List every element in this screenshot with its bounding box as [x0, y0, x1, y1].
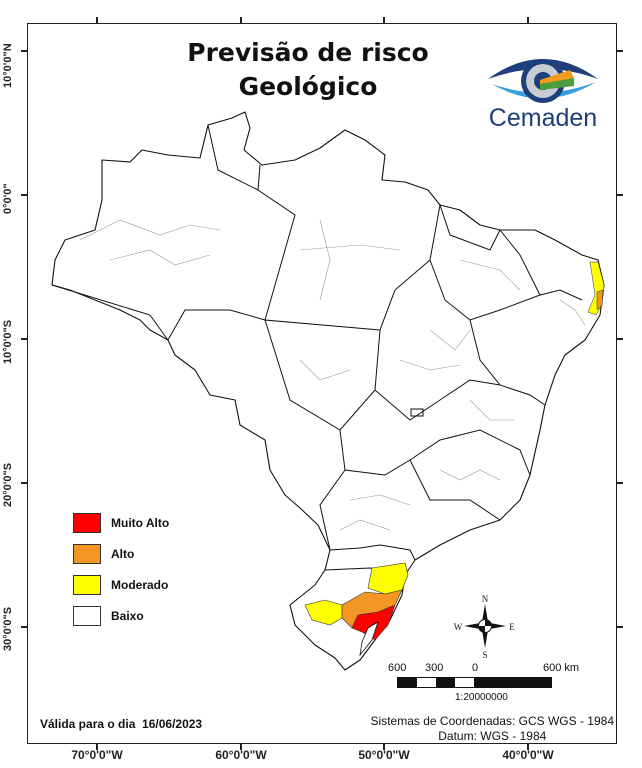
lon-label-40w: 40°0'0"W [502, 748, 554, 762]
cemaden-logo-text: Cemaden [488, 104, 598, 132]
lat-label-10s: 10°0'0"S [2, 319, 14, 364]
coordinate-system-info: Sistemas de Coordenadas: GCS WGS - 1984 … [371, 714, 614, 744]
lon-label-60w: 60°0'0"W [215, 748, 267, 762]
legend-swatch-muito-alto [73, 512, 101, 533]
legend-label: Moderado [111, 577, 169, 592]
compass-n: N [482, 594, 489, 604]
tick-left-10n [21, 50, 27, 52]
compass-s: S [482, 650, 487, 660]
tick-top-40w [527, 17, 529, 23]
datum: Datum: WGS - 1984 [438, 729, 547, 743]
legend-label: Muito Alto [111, 515, 170, 530]
scale-label-600-left: 600 [388, 662, 407, 674]
legend-label: Baixo [111, 608, 144, 623]
compass-w: W [454, 622, 463, 632]
compass-e: E [509, 622, 515, 632]
tick-top-60w [240, 17, 242, 23]
tick-left-20s [21, 482, 27, 484]
lat-label-20s: 20°0'0"S [2, 462, 14, 507]
lon-label-70w: 70°0'0"W [71, 748, 123, 762]
legend-swatch-baixo [73, 605, 101, 626]
tick-right-10n [617, 50, 623, 52]
legend-swatch-alto [73, 543, 101, 564]
tick-top-50w [383, 17, 385, 23]
legend: Muito Alto Alto Moderado Baixo [73, 507, 169, 631]
tick-top-70w [96, 17, 98, 23]
lat-label-30s: 30°0'0"S [2, 606, 14, 651]
coord-system: Sistemas de Coordenadas: GCS WGS - 1984 [370, 714, 614, 728]
legend-item-muito-alto: Muito Alto [73, 507, 169, 538]
tick-right-10s [617, 338, 623, 340]
legend-item-baixo: Baixo [73, 600, 169, 631]
scale-ratio: 1:20000000 [455, 692, 508, 703]
tick-right-0 [617, 194, 623, 196]
lat-label-10n: 10°0'0"N [2, 43, 14, 88]
legend-item-alto: Alto [73, 538, 169, 569]
scale-label-300: 300 [425, 662, 444, 674]
tick-right-30s [617, 626, 623, 628]
tick-left-10s [21, 338, 27, 340]
tick-bottom-60w [240, 744, 242, 750]
legend-label: Alto [111, 546, 135, 561]
legend-item-moderado: Moderado [73, 569, 169, 600]
scale-label-600-km: 600 km [543, 662, 580, 674]
lat-label-0: 0°0'0" [2, 183, 14, 214]
legend-swatch-moderado [73, 574, 101, 595]
scale-label-0: 0 [472, 662, 479, 674]
valid-date-text: Válida para o dia 16/06/2023 [40, 717, 202, 731]
tick-left-0 [21, 194, 27, 196]
scale-bar [397, 677, 552, 688]
tick-bottom-40w [527, 744, 529, 750]
valid-date: 16/06/2023 [142, 717, 203, 731]
tick-bottom-70w [96, 744, 98, 750]
valid-prefix: Válida para o dia [40, 717, 136, 731]
tick-right-20s [617, 482, 623, 484]
cemaden-logo-icon [488, 59, 598, 103]
tick-left-30s [21, 626, 27, 628]
tick-bottom-50w [383, 744, 385, 750]
map-title: Previsão de risco Geológico [160, 36, 456, 104]
map-title-line1: Previsão de risco [187, 38, 429, 67]
map-title-line2: Geológico [238, 72, 378, 101]
north-arrow-icon: N S E W [454, 594, 516, 660]
lon-label-50w: 50°0'0"W [358, 748, 410, 762]
